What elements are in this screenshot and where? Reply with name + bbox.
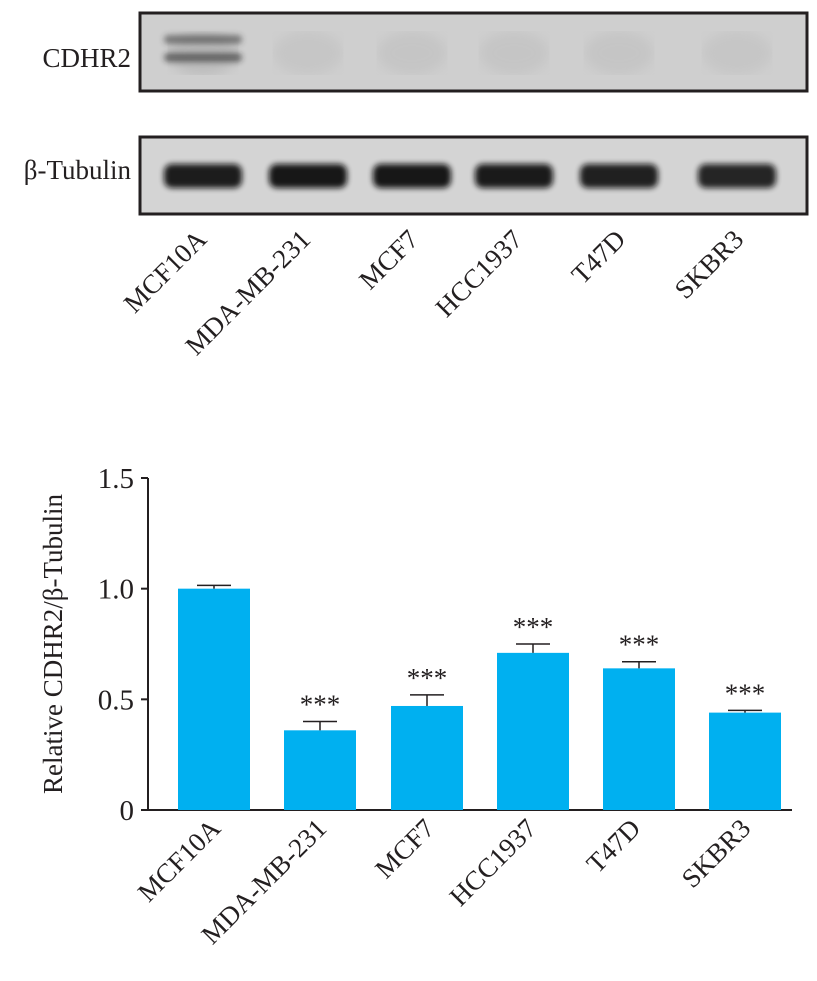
- blot-smear: [701, 31, 773, 75]
- blot-lane: [373, 164, 451, 188]
- blot-membrane: [140, 13, 807, 91]
- y-tick-label: 0.5: [98, 684, 134, 716]
- blot-row-tubulin: β-Tubulin: [24, 135, 809, 216]
- blot-lane: [698, 164, 776, 188]
- blot-smear: [583, 31, 655, 75]
- blot-row-cdhr2: CDHR2: [42, 11, 809, 93]
- significance-label: ***: [513, 612, 554, 642]
- blot-band: [164, 164, 242, 188]
- bar: [709, 712, 781, 810]
- blot-band: [475, 164, 553, 188]
- blot-sample-label: T47D: [565, 224, 631, 290]
- x-tick-label: MCF10A: [132, 813, 227, 908]
- blot-sample-label: MCF7: [353, 224, 424, 295]
- blot-smear: [478, 31, 550, 75]
- blot-band: [698, 164, 776, 188]
- blot-lane: [580, 164, 658, 188]
- blot-frame: [138, 135, 809, 216]
- y-axis-label: Relative CDHR2/β-Tubulin: [38, 494, 68, 795]
- bar-chart: Relative CDHR2/β-Tubulin 00.51.01.5 ****…: [38, 463, 792, 950]
- blot-lane: [164, 31, 242, 75]
- bar: [178, 588, 250, 810]
- blot-sample-label: SKBR3: [669, 224, 750, 305]
- x-tick-label: T47D: [580, 813, 646, 879]
- blot-sample-label: HCC1937: [430, 224, 529, 323]
- bar: [391, 705, 463, 810]
- blot-band: [164, 53, 242, 62]
- bar: [603, 668, 675, 810]
- blot-lane: [478, 31, 550, 75]
- y-tick-label: 1.0: [98, 574, 134, 606]
- blot-membrane: [140, 137, 807, 214]
- blot-lane: [376, 31, 448, 75]
- significance-label: ***: [300, 689, 341, 719]
- significance-label: ***: [725, 678, 766, 708]
- blot-lane: [583, 31, 655, 75]
- blot-lane: [272, 31, 344, 75]
- blot-smear: [272, 31, 344, 75]
- blot-band: [269, 164, 347, 188]
- blot-lane: [475, 164, 553, 188]
- blot-band: [580, 164, 658, 188]
- blot-lane: [164, 164, 242, 188]
- x-tick-label: SKBR3: [676, 813, 757, 894]
- x-tick-label: MCF7: [369, 813, 440, 884]
- blot-lanes: [164, 164, 776, 188]
- blot-band: [373, 164, 451, 188]
- y-tick-label: 0: [120, 795, 135, 827]
- y-tick-label: 1.5: [98, 463, 134, 495]
- blot-lane: [701, 31, 773, 75]
- blot-band: [164, 35, 242, 44]
- blot-sample-label: MCF10A: [118, 224, 213, 319]
- blot-smear: [376, 31, 448, 75]
- y-ticks: 0 0.5 1.0 1.5: [98, 463, 148, 827]
- blot-row-label: β-Tubulin: [24, 155, 132, 185]
- blot-lanes: [164, 31, 773, 75]
- blot-row-label: CDHR2: [42, 43, 131, 73]
- bar: [284, 730, 356, 810]
- bars: *** *** *** *** ***: [178, 584, 781, 810]
- blot-lane: [269, 164, 347, 188]
- x-tick-label: HCC1937: [444, 813, 543, 912]
- blot-frame: [138, 11, 809, 93]
- bar: [497, 652, 569, 810]
- significance-label: ***: [619, 630, 660, 660]
- significance-label: ***: [407, 663, 448, 693]
